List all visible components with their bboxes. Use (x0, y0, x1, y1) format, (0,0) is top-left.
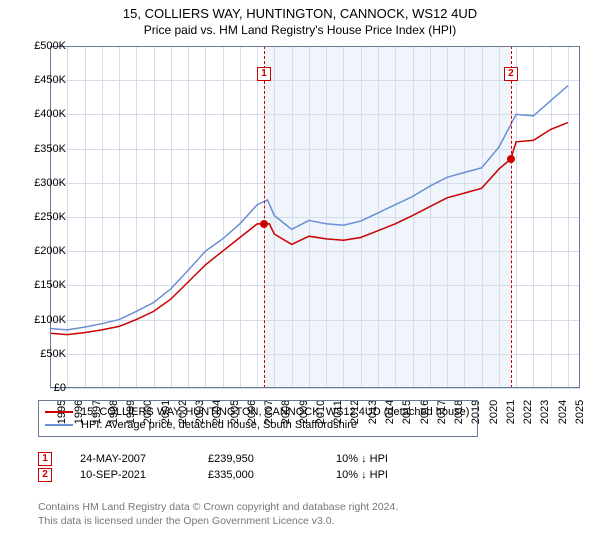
sales-row: 2 10-SEP-2021 £335,000 10% ↓ HPI (38, 468, 580, 482)
sales-row: 1 24-MAY-2007 £239,950 10% ↓ HPI (38, 452, 580, 466)
x-tick-label: 2024 (557, 400, 569, 424)
sales-marker: 2 (38, 468, 52, 482)
legend: 15, COLLIERS WAY, HUNTINGTON, CANNOCK, W… (38, 400, 478, 437)
x-tick-label: 2020 (488, 400, 500, 424)
x-tick-label: 2021 (505, 400, 517, 424)
x-tick-label: 2023 (540, 400, 552, 424)
sales-marker: 1 (38, 452, 52, 466)
legend-label: HPI: Average price, detached house, Sout… (81, 419, 357, 431)
y-tick-label: £0 (54, 382, 66, 394)
sales-delta: 10% ↓ HPI (336, 453, 436, 465)
y-tick-label: £300K (34, 177, 66, 189)
y-tick-label: £50K (40, 348, 66, 360)
legend-item: 15, COLLIERS WAY, HUNTINGTON, CANNOCK, W… (45, 406, 471, 418)
x-tick-label: 2022 (522, 400, 534, 424)
chart-title: 15, COLLIERS WAY, HUNTINGTON, CANNOCK, W… (0, 0, 600, 21)
y-tick-label: £100K (34, 314, 66, 326)
y-tick-label: £150K (34, 279, 66, 291)
y-tick-label: £250K (34, 211, 66, 223)
y-tick-label: £400K (34, 108, 66, 120)
legend-swatch (45, 424, 73, 426)
sales-table: 1 24-MAY-2007 £239,950 10% ↓ HPI 2 10-SEP-202… (38, 450, 580, 484)
y-tick-label: £500K (34, 40, 66, 52)
x-tick-label: 2025 (574, 400, 586, 424)
legend-swatch (45, 411, 73, 413)
sales-delta: 10% ↓ HPI (336, 469, 436, 481)
chart-area: 12 (50, 46, 580, 388)
sales-price: £335,000 (208, 469, 308, 481)
plot-border (50, 46, 580, 388)
y-tick-label: £450K (34, 74, 66, 86)
chart-subtitle: Price paid vs. HM Land Registry's House … (0, 21, 600, 37)
legend-item: HPI: Average price, detached house, Sout… (45, 419, 471, 431)
attribution-line: This data is licensed under the Open Gov… (38, 514, 580, 528)
sales-date: 24-MAY-2007 (80, 453, 180, 465)
sales-price: £239,950 (208, 453, 308, 465)
legend-label: 15, COLLIERS WAY, HUNTINGTON, CANNOCK, W… (81, 406, 469, 418)
sales-date: 10-SEP-2021 (80, 469, 180, 481)
y-tick-label: £350K (34, 143, 66, 155)
attribution: Contains HM Land Registry data © Crown c… (38, 500, 580, 528)
attribution-line: Contains HM Land Registry data © Crown c… (38, 500, 580, 514)
y-tick-label: £200K (34, 245, 66, 257)
